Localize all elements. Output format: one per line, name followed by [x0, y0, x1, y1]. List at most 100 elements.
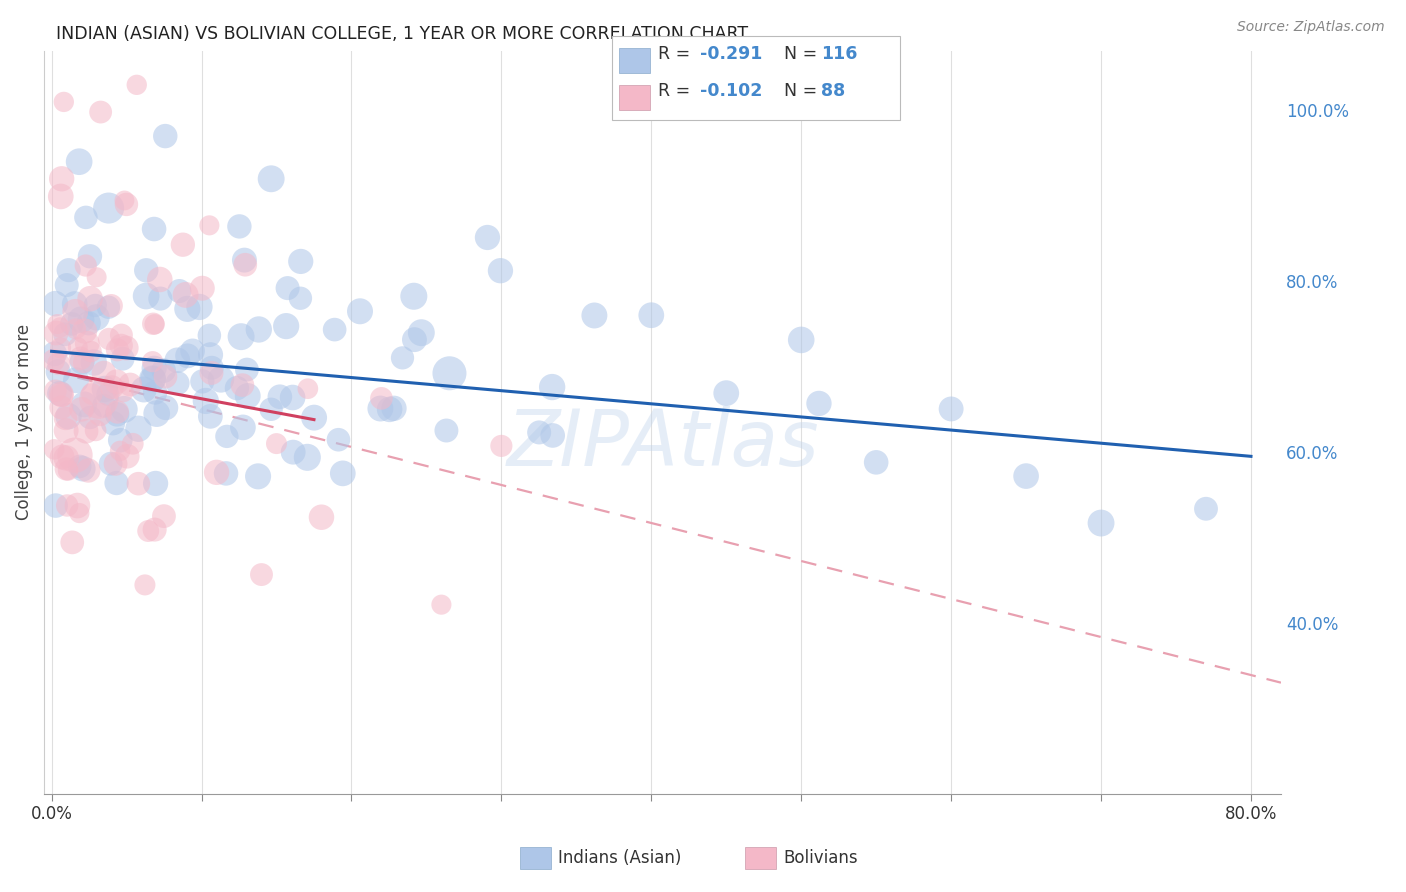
- Point: [98, 332, 121, 346]
- Point: [49, 189, 72, 203]
- Point: [58, 263, 80, 277]
- Point: [110, 338, 132, 352]
- Text: INDIAN (ASIAN) VS BOLIVIAN COLLEGE, 1 YEAR OR MORE CORRELATION CHART: INDIAN (ASIAN) VS BOLIVIAN COLLEGE, 1 YE…: [56, 25, 748, 43]
- Text: -0.102: -0.102: [700, 82, 762, 100]
- Point: [716, 386, 738, 401]
- Point: [332, 467, 354, 481]
- Point: [105, 407, 128, 421]
- Point: [79, 410, 101, 425]
- Point: [430, 598, 453, 612]
- Point: [191, 281, 214, 295]
- Point: [56, 463, 79, 477]
- Point: [370, 401, 392, 416]
- Point: [191, 375, 214, 389]
- Point: [49, 341, 72, 355]
- Point: [105, 343, 128, 357]
- Point: [311, 510, 333, 524]
- Point: [52, 95, 75, 109]
- Point: [152, 363, 174, 377]
- Point: [166, 353, 188, 368]
- Point: [142, 317, 165, 331]
- Point: [100, 457, 122, 471]
- Point: [94, 382, 117, 396]
- Point: [281, 391, 304, 405]
- Point: [127, 422, 149, 436]
- Point: [149, 292, 172, 306]
- Point: [404, 333, 426, 347]
- Point: [80, 387, 103, 401]
- Point: [75, 259, 97, 273]
- Point: [228, 219, 250, 234]
- Point: [283, 445, 305, 459]
- Point: [323, 323, 346, 337]
- Point: [247, 322, 270, 336]
- Point: [86, 270, 108, 285]
- Point: [142, 354, 165, 368]
- Point: [115, 341, 138, 355]
- Point: [135, 263, 157, 277]
- Point: [143, 523, 166, 537]
- Point: [290, 254, 312, 268]
- Point: [56, 499, 79, 513]
- Point: [135, 289, 157, 303]
- Point: [169, 284, 191, 298]
- Point: [72, 461, 94, 475]
- Point: [55, 450, 77, 465]
- Point: [166, 376, 188, 391]
- Point: [172, 237, 194, 252]
- Point: [233, 253, 256, 268]
- Point: [176, 301, 198, 316]
- Point: [87, 392, 110, 407]
- Point: [1195, 501, 1218, 516]
- Point: [115, 449, 138, 463]
- Point: [302, 410, 325, 425]
- Point: [477, 230, 499, 244]
- Point: [136, 524, 159, 538]
- Point: [297, 382, 319, 396]
- Point: [70, 313, 93, 327]
- Point: [53, 327, 76, 342]
- Point: [153, 509, 176, 524]
- Point: [132, 383, 155, 397]
- Point: [44, 347, 66, 361]
- Point: [149, 272, 172, 286]
- Point: [112, 402, 135, 417]
- Point: [75, 211, 97, 225]
- Point: [83, 355, 105, 369]
- Text: 116: 116: [821, 45, 858, 63]
- Point: [108, 443, 131, 458]
- Point: [72, 355, 94, 369]
- Point: [65, 322, 87, 336]
- Point: [46, 365, 69, 379]
- Point: [63, 297, 86, 311]
- Point: [115, 197, 138, 211]
- Point: [231, 378, 253, 392]
- Point: [110, 328, 132, 343]
- Point: [77, 316, 100, 330]
- Point: [939, 401, 962, 416]
- Point: [66, 340, 89, 354]
- Point: [44, 384, 66, 398]
- Point: [93, 366, 115, 380]
- Point: [143, 318, 166, 332]
- Point: [790, 333, 813, 347]
- Point: [66, 499, 89, 513]
- Y-axis label: College, 1 year or more: College, 1 year or more: [15, 324, 32, 520]
- Point: [44, 442, 66, 457]
- Point: [276, 319, 298, 334]
- Point: [55, 462, 77, 476]
- Point: [247, 469, 270, 483]
- Point: [269, 390, 291, 404]
- Point: [112, 384, 135, 399]
- Text: 88: 88: [821, 82, 845, 100]
- Point: [49, 320, 72, 334]
- Point: [541, 380, 564, 394]
- Point: [84, 423, 107, 437]
- Point: [807, 396, 830, 410]
- Point: [198, 328, 221, 343]
- Point: [69, 351, 91, 366]
- Point: [439, 366, 461, 380]
- Point: [145, 476, 167, 491]
- Point: [48, 357, 70, 371]
- Point: [101, 416, 124, 430]
